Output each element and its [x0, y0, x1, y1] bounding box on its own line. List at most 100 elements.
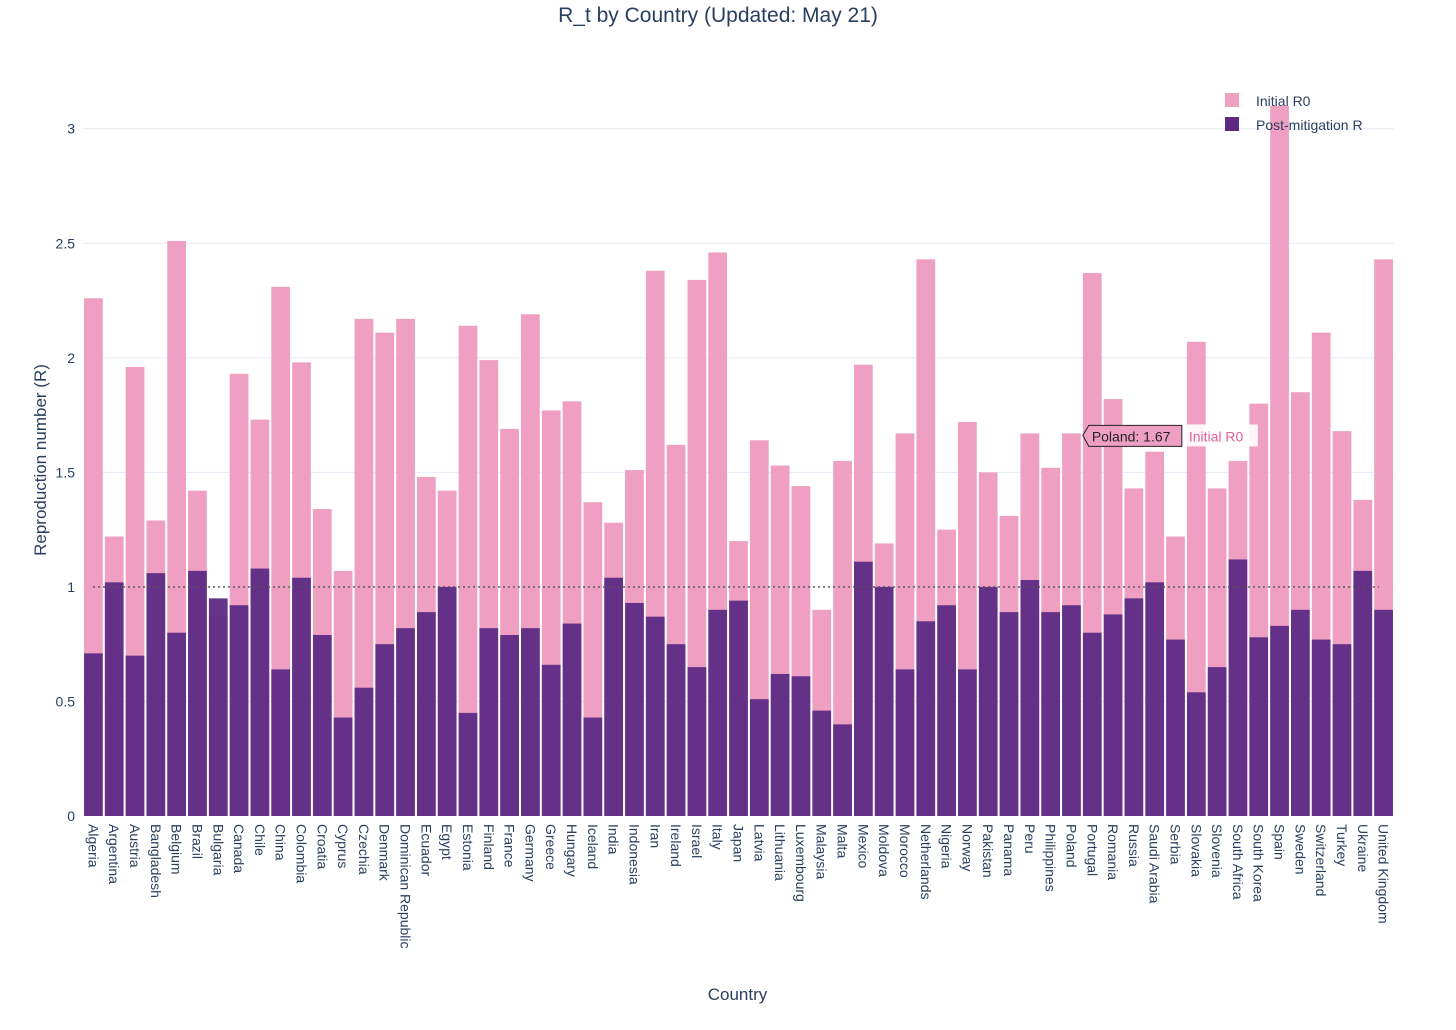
- bar-post-mitigation-r[interactable]: [937, 605, 956, 816]
- bar-post-mitigation-r[interactable]: [354, 687, 374, 816]
- x-tick-label: Peru: [1022, 824, 1038, 854]
- bar-post-mitigation-r[interactable]: [1103, 614, 1123, 816]
- bar-post-mitigation-r[interactable]: [500, 635, 519, 816]
- bar-post-mitigation-r[interactable]: [729, 600, 748, 816]
- bar-post-mitigation-r[interactable]: [541, 664, 561, 816]
- bar-post-mitigation-r[interactable]: [853, 561, 873, 816]
- bar-post-mitigation-r[interactable]: [396, 628, 415, 816]
- tooltip-value: Poland: 1.67: [1092, 428, 1171, 444]
- y-axis-title: Reproduction number (R): [31, 364, 50, 556]
- x-tick-label: Serbia: [1168, 824, 1184, 865]
- bar-post-mitigation-r[interactable]: [687, 667, 707, 816]
- bar-post-mitigation-r[interactable]: [916, 621, 936, 816]
- bar-post-mitigation-r[interactable]: [458, 712, 478, 816]
- bar-post-mitigation-r[interactable]: [84, 653, 103, 816]
- bar-post-mitigation-r[interactable]: [1228, 559, 1248, 816]
- x-tick-label: Finland: [481, 824, 497, 870]
- bar-post-mitigation-r[interactable]: [479, 628, 499, 816]
- bar-post-mitigation-r[interactable]: [1082, 632, 1102, 816]
- x-tick-label: Japan: [731, 824, 747, 862]
- bar-post-mitigation-r[interactable]: [562, 623, 582, 816]
- x-tick-label: Hungary: [564, 824, 580, 877]
- x-tick-label: Latvia: [751, 824, 767, 862]
- bar-post-mitigation-r[interactable]: [1062, 605, 1081, 816]
- bar-post-mitigation-r[interactable]: [1332, 644, 1352, 816]
- bar-post-mitigation-r[interactable]: [770, 673, 790, 816]
- x-tick-label: France: [502, 824, 518, 868]
- bar-post-mitigation-r[interactable]: [874, 586, 894, 816]
- bar-post-mitigation-r[interactable]: [645, 616, 665, 816]
- x-tick-label: Portugal: [1084, 824, 1100, 876]
- bar-post-mitigation-r[interactable]: [583, 717, 603, 816]
- x-tick-label: Poland: [1063, 824, 1079, 868]
- bar-post-mitigation-r[interactable]: [146, 573, 166, 816]
- y-tick-label: 1: [67, 579, 75, 595]
- bar-post-mitigation-r[interactable]: [812, 710, 832, 816]
- bar-post-mitigation-r[interactable]: [104, 582, 124, 816]
- bar-post-mitigation-r[interactable]: [1145, 582, 1165, 816]
- x-tick-label: Ireland: [668, 824, 684, 867]
- x-tick-label: South Korea: [1251, 824, 1267, 902]
- x-tick-label: Nigeria: [939, 824, 955, 869]
- bar-post-mitigation-r[interactable]: [375, 644, 395, 816]
- bar-post-mitigation-r[interactable]: [188, 570, 207, 816]
- bar-post-mitigation-r[interactable]: [292, 577, 311, 816]
- bar-post-mitigation-r[interactable]: [125, 655, 145, 816]
- bar-post-mitigation-r[interactable]: [833, 724, 852, 816]
- bar-post-mitigation-r[interactable]: [1020, 580, 1040, 816]
- bar-post-mitigation-r[interactable]: [978, 586, 998, 816]
- bar-post-mitigation-r[interactable]: [333, 717, 353, 816]
- bar-post-mitigation-r[interactable]: [749, 699, 769, 816]
- x-tick-label: China: [273, 824, 289, 861]
- bar-post-mitigation-r[interactable]: [666, 644, 686, 816]
- bar-post-mitigation-r[interactable]: [1207, 667, 1227, 816]
- bar-post-mitigation-r[interactable]: [1041, 612, 1061, 816]
- x-tick-label: Malaysia: [814, 824, 830, 879]
- bar-post-mitigation-r[interactable]: [271, 669, 291, 816]
- bar-post-mitigation-r[interactable]: [1186, 692, 1206, 816]
- bar-post-mitigation-r[interactable]: [999, 612, 1019, 816]
- bar-post-mitigation-r[interactable]: [1374, 609, 1393, 816]
- bar-post-mitigation-r[interactable]: [208, 598, 228, 816]
- bar-post-mitigation-r[interactable]: [229, 605, 249, 816]
- x-tick-label: Argentina: [106, 824, 122, 884]
- x-tick-label: United Kingdom: [1376, 824, 1392, 924]
- bar-post-mitigation-r[interactable]: [1311, 639, 1331, 816]
- x-tick-label: Russia: [1126, 824, 1142, 867]
- x-tick-label: South Africa: [1230, 824, 1246, 900]
- bar-post-mitigation-r[interactable]: [1249, 637, 1269, 816]
- bar-post-mitigation-r[interactable]: [250, 568, 270, 816]
- bar-post-mitigation-r[interactable]: [1270, 625, 1289, 816]
- bar-post-mitigation-r[interactable]: [958, 669, 977, 816]
- bar-post-mitigation-r[interactable]: [895, 669, 915, 816]
- legend-label[interactable]: Post-mitigation R: [1256, 117, 1363, 133]
- bar-initial-r0[interactable]: [458, 325, 478, 816]
- y-tick-label: 3: [67, 121, 75, 137]
- x-tick-label: Algeria: [85, 824, 101, 868]
- x-tick-label: Turkey: [1334, 824, 1350, 866]
- bar-post-mitigation-r[interactable]: [416, 612, 436, 816]
- x-tick-label: Netherlands: [918, 824, 934, 900]
- bar-post-mitigation-r[interactable]: [625, 602, 644, 816]
- bar-post-mitigation-r[interactable]: [1353, 570, 1373, 816]
- bar-post-mitigation-r[interactable]: [791, 676, 811, 816]
- bar-post-mitigation-r[interactable]: [521, 628, 540, 816]
- bar-post-mitigation-r[interactable]: [167, 632, 187, 816]
- x-tick-label: Ukraine: [1355, 824, 1371, 872]
- x-tick-label: Morocco: [897, 824, 913, 878]
- x-tick-label: Spain: [1272, 824, 1288, 860]
- x-tick-label: Czechia: [356, 824, 372, 875]
- bar-post-mitigation-r[interactable]: [1290, 609, 1310, 816]
- bar-post-mitigation-r[interactable]: [1166, 639, 1185, 816]
- x-tick-label: Mexico: [855, 824, 871, 869]
- bar-post-mitigation-r[interactable]: [312, 635, 332, 816]
- bar-post-mitigation-r[interactable]: [1124, 598, 1144, 816]
- bar-post-mitigation-r[interactable]: [437, 586, 457, 816]
- bar-post-mitigation-r[interactable]: [604, 577, 624, 816]
- x-tick-label: Egypt: [439, 824, 455, 860]
- y-tick-label: 1.5: [56, 464, 76, 480]
- legend-label[interactable]: Initial R0: [1256, 93, 1311, 109]
- x-tick-label: Malta: [835, 824, 851, 858]
- bar-post-mitigation-r[interactable]: [708, 609, 728, 816]
